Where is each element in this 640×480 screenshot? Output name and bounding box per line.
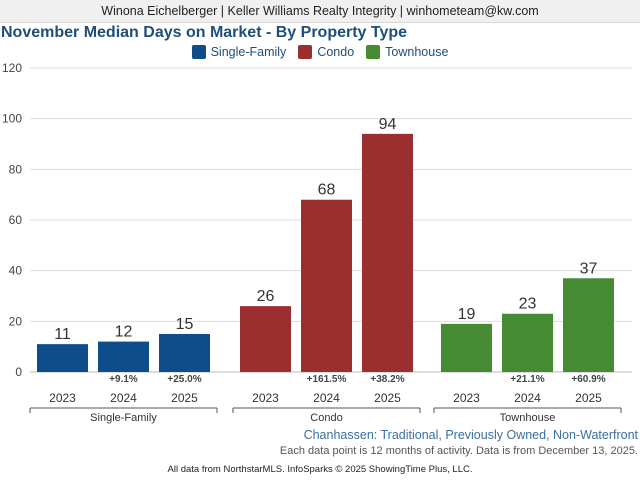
y-tick-label: 0	[15, 365, 22, 379]
bar-value-label: 94	[379, 116, 397, 133]
legend-swatch-townhouse	[366, 45, 381, 59]
chart-subtitle: Chanhassen: Traditional, Previously Owne…	[303, 428, 638, 442]
change-label: +25.0%	[167, 374, 201, 385]
legend-label-single-family: Single-Family	[210, 45, 287, 59]
y-tick-label: 60	[9, 213, 23, 227]
bar-1-1	[301, 199, 352, 372]
bar-value-label: 37	[580, 260, 598, 277]
bar-value-label: 19	[458, 306, 476, 323]
change-label: +161.5%	[307, 374, 347, 385]
bar-value-label: 26	[257, 288, 275, 305]
change-label: +38.2%	[370, 374, 404, 385]
bar-2-0	[441, 323, 492, 372]
year-tick-label: 2023	[252, 391, 279, 405]
bar-1-2	[362, 133, 413, 372]
agent-header: Winona Eichelberger | Keller Williams Re…	[0, 0, 640, 23]
bar-0-1	[98, 341, 149, 372]
year-tick-label: 2025	[575, 391, 602, 405]
legend-label-townhouse: Townhouse	[385, 45, 449, 59]
year-tick-label: 2025	[171, 391, 198, 405]
y-tick-label: 80	[9, 162, 23, 176]
year-tick-label: 2023	[49, 391, 76, 405]
bar-value-label: 68	[318, 182, 336, 199]
year-tick-label: 2024	[313, 391, 340, 405]
legend-item-single-family[interactable]: Single-Family	[191, 45, 287, 59]
change-label: +21.1%	[510, 374, 544, 385]
group-label: Condo	[310, 412, 342, 424]
bar-1-0	[240, 306, 291, 372]
data-note: Each data point is 12 months of activity…	[279, 445, 638, 457]
legend-swatch-condo	[298, 45, 313, 59]
chart-legend: Single-Family Condo Townhouse	[0, 45, 640, 59]
group-label: Townhouse	[500, 412, 556, 424]
y-tick-label: 20	[9, 314, 23, 328]
y-tick-label: 120	[2, 61, 22, 75]
bar-value-label: 12	[115, 324, 133, 341]
year-tick-label: 2025	[374, 391, 401, 405]
year-tick-label: 2024	[514, 391, 541, 405]
legend-label-condo: Condo	[317, 45, 355, 59]
chart-title: November Median Days on Market - By Prop…	[1, 24, 408, 41]
bar-value-label: 23	[519, 296, 537, 313]
year-tick-label: 2023	[453, 391, 480, 405]
bar-2-1	[502, 313, 553, 372]
bar-0-2	[159, 334, 210, 372]
legend-item-condo[interactable]: Condo	[298, 45, 354, 59]
footer-credit: All data from NorthstarMLS. InfoSparks ©…	[167, 464, 473, 475]
bar-0-0	[37, 344, 88, 372]
legend-swatch-single-family	[191, 45, 206, 59]
bar-value-label: 15	[176, 316, 194, 333]
change-label: +9.1%	[109, 374, 138, 385]
change-label: +60.9%	[571, 374, 605, 385]
y-tick-label: 40	[9, 264, 23, 278]
legend-item-townhouse[interactable]: Townhouse	[366, 45, 448, 59]
year-tick-label: 2024	[110, 391, 137, 405]
group-label: Single-Family	[90, 412, 157, 424]
y-tick-label: 100	[2, 112, 22, 126]
bar-2-2	[563, 278, 614, 372]
bar-value-label: 11	[54, 326, 71, 343]
